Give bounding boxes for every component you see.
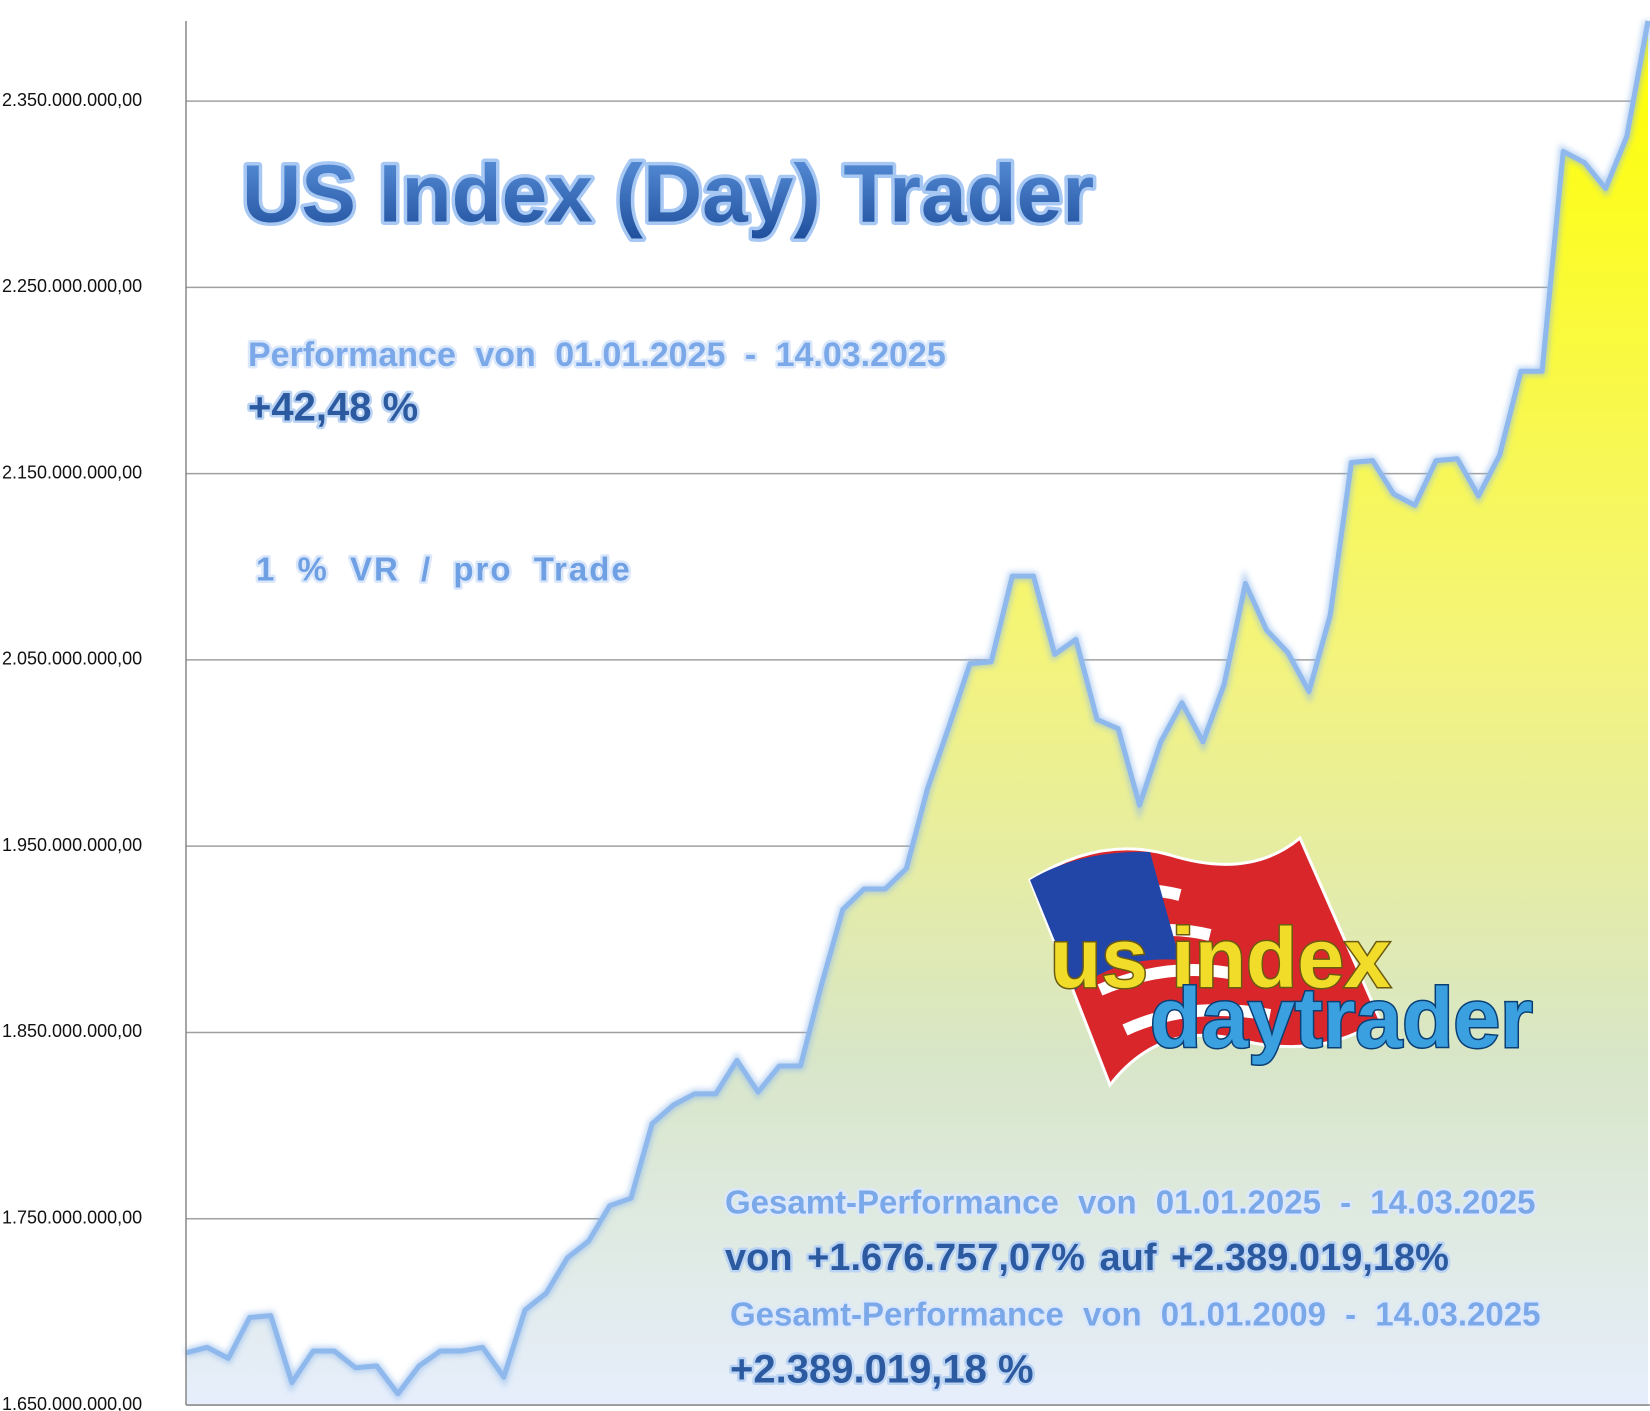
- y-tick-label: 2.150.000.000,00: [2, 462, 142, 482]
- logo-text: us index: [1050, 911, 1391, 1005]
- y-tick-label: 1.950.000.000,00: [2, 835, 142, 855]
- flag-canton: [1030, 851, 1180, 990]
- annotation: Performance von 01.01.2025 - 14.03.2025: [248, 336, 946, 374]
- line: [185, 20, 1650, 1397]
- annotation: Gesamt-Performance von 01.01.2009 - 14.0…: [730, 1296, 1540, 1333]
- annotation: 1 % VR / pro Trade: [256, 551, 632, 588]
- chart-title: US Index (Day) Trader: [242, 149, 1094, 240]
- annotation: von +1.676.757,07% auf +2.389.019,18%: [725, 1237, 1449, 1279]
- annotation: +42,48 %: [248, 386, 418, 430]
- y-tick-label: 2.050.000.000,00: [2, 649, 142, 669]
- y-tick-label: 2.350.000.000,00: [2, 90, 142, 110]
- area: [186, 21, 1648, 1405]
- y-tick-label: 2.250.000.000,00: [2, 276, 142, 296]
- logo-text: daytrader: [1150, 971, 1533, 1065]
- y-tick-label: 1.850.000.000,00: [2, 1021, 142, 1041]
- annotation: +2.389.019,18 %: [730, 1348, 1034, 1392]
- logo: us index daytrader: [1028, 835, 1534, 1089]
- plot: [184, 20, 1650, 1405]
- y-tick-label: 1.750.000.000,00: [2, 1207, 142, 1227]
- y-tick-label: 1.650.000.000,00: [2, 1394, 142, 1411]
- annotation: Gesamt-Performance von 01.01.2025 - 14.0…: [725, 1184, 1535, 1221]
